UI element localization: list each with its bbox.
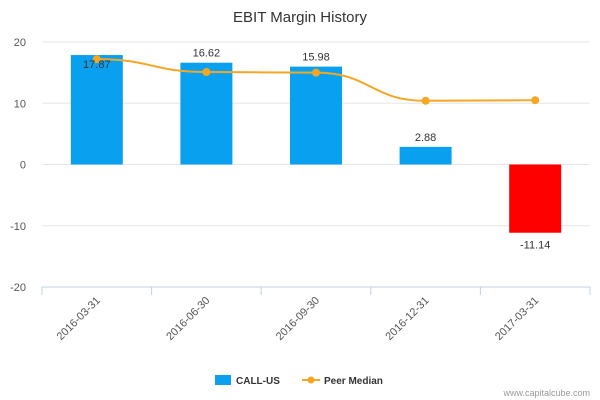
legend-label-call-us: CALL-US — [236, 376, 280, 387]
chart-title: EBIT Margin History — [233, 9, 367, 26]
data-labels: 17.87 16.62 15.98 2.88 -11.14 — [83, 48, 550, 252]
data-label: 16.62 — [193, 48, 221, 60]
peer-median-point — [312, 68, 320, 77]
peer-median-point — [421, 96, 430, 105]
x-tick-label: 2016-06-30 — [164, 295, 212, 343]
bar — [509, 164, 562, 233]
y-tick-label: 10 — [14, 98, 26, 110]
legend: CALL-US Peer Median — [215, 375, 383, 387]
x-tick-label: 2017-03-31 — [493, 295, 541, 343]
bar — [399, 146, 452, 165]
x-tick-label: 2016-12-31 — [383, 295, 431, 343]
data-label: -11.14 — [520, 240, 550, 252]
data-label: 15.98 — [302, 52, 330, 64]
y-tick-label: 20 — [14, 37, 26, 49]
bar — [290, 66, 342, 165]
x-axis: 2016-03-31 2016-06-30 2016-09-30 2016-12-31… — [41, 286, 591, 343]
x-tick-label: 2016-03-31 — [55, 295, 103, 343]
y-axis: 20 10 0 -10 -20 — [10, 37, 26, 294]
data-label: 2.88 — [415, 132, 436, 144]
peer-median-point — [92, 55, 101, 64]
legend-swatch-call-us — [215, 375, 231, 385]
data-label: 17.87 — [83, 59, 111, 71]
credit-text: www.capitalcube.com — [502, 388, 590, 398]
y-tick-label: -10 — [10, 221, 26, 233]
peer-median-line — [92, 55, 540, 105]
bar — [180, 62, 233, 165]
x-tick-label: 2016-09-30 — [274, 295, 322, 343]
legend-label-peer-median: Peer Median — [324, 376, 383, 387]
bars — [70, 55, 562, 233]
peer-median-point — [202, 68, 211, 77]
legend-marker-peer-median — [307, 376, 315, 384]
y-tick-label: 0 — [20, 160, 26, 172]
peer-median-point — [531, 96, 540, 105]
bar — [70, 55, 123, 165]
y-tick-label: -20 — [10, 282, 26, 294]
